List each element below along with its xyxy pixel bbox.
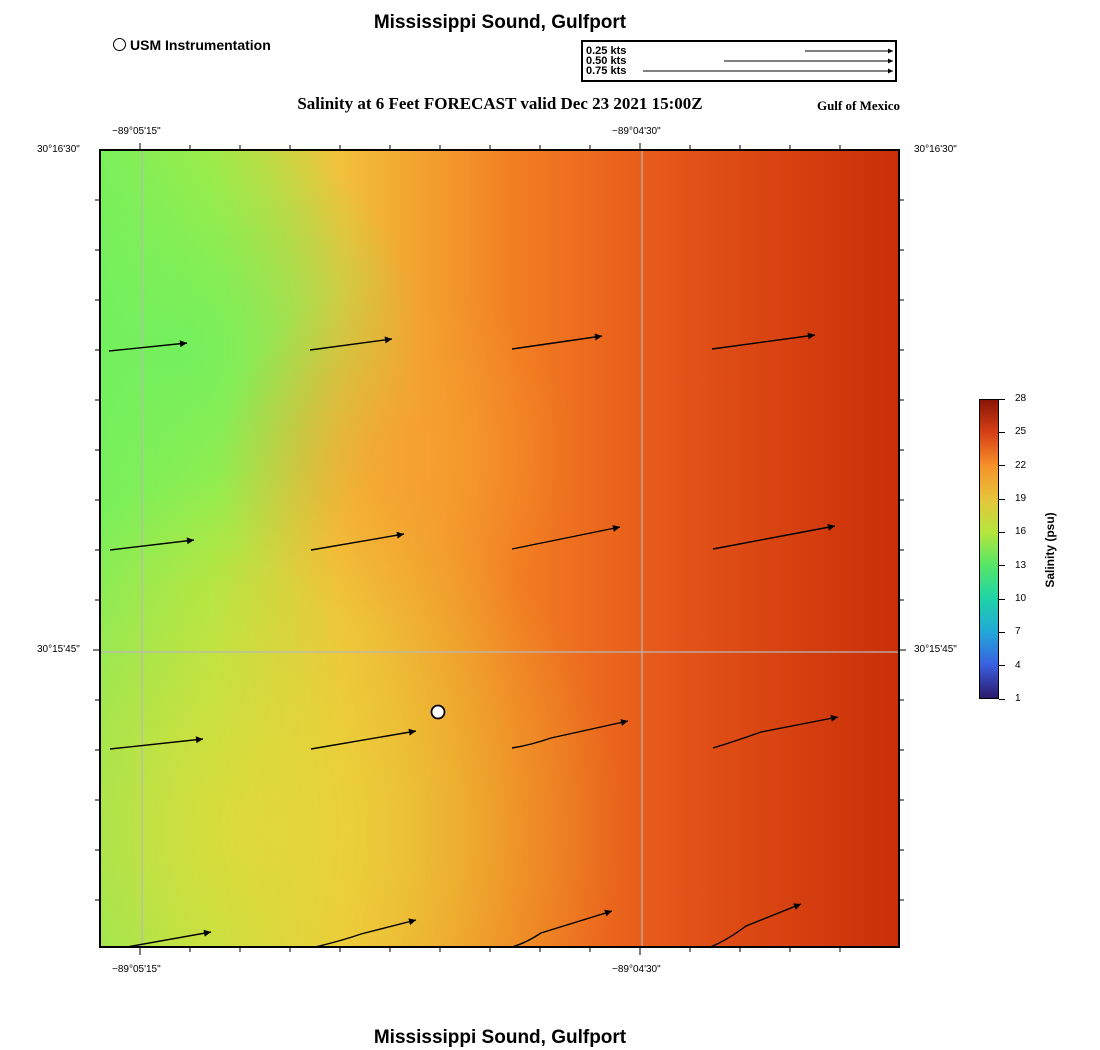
colorbar-tick-mark	[999, 398, 1005, 400]
lon-label-top-1: −89°05'15"	[112, 126, 161, 137]
colorbar-tick-label: 13	[1015, 559, 1027, 571]
colorbar-tick-label: 25	[1015, 426, 1027, 438]
colorbar-tick-mark	[999, 431, 1005, 433]
colorbar-title: Salinity (psu)	[1043, 512, 1057, 588]
colorbar-tick-mark	[999, 631, 1005, 633]
colorbar-tick-label: 10	[1015, 593, 1027, 604]
colorbar-tick-mark	[999, 665, 1005, 667]
colorbar-tick-label: 4	[1015, 659, 1021, 671]
current-vector	[316, 918, 417, 946]
current-vector	[512, 909, 613, 946]
colorbar-tick-label: 19	[1015, 493, 1027, 504]
current-vectors	[108, 332, 839, 946]
footer-title: Mississippi Sound, Gulfport	[373, 1027, 627, 1048]
lat-label-right-1: 30°16'30"	[914, 144, 957, 155]
current-vector	[310, 531, 405, 551]
colorbar-tick-mark	[999, 531, 1005, 533]
lon-label-bottom-1: −89°05'15"	[112, 964, 161, 975]
region-label: Gulf of Mexico	[816, 98, 900, 113]
colorbar-tick-label: 16	[1015, 526, 1027, 538]
station-legend-label: USM Instrumentation	[130, 37, 271, 53]
colorbar-tick-label: 22	[1015, 459, 1027, 471]
map-title: Mississippi Sound, Gulfport	[373, 12, 627, 33]
lon-label-top-2: −89°04'30"	[612, 126, 661, 137]
current-vector	[712, 523, 836, 550]
usm-station-marker	[430, 704, 446, 720]
lat-label-right-2: 30°15'45"	[914, 644, 957, 655]
current-vector	[109, 537, 195, 551]
lat-label-left-2: 30°15'45"	[37, 644, 80, 655]
colorbar-tick-mark	[999, 698, 1005, 700]
lat-label-left-1: 30°16'30"	[37, 144, 80, 155]
colorbar-tick-label: 7	[1015, 626, 1021, 638]
current-vector	[309, 336, 393, 351]
current-vector	[511, 333, 603, 350]
current-vector	[128, 929, 212, 946]
scale-label-025: 0.25 kts	[586, 45, 627, 57]
current-vector	[109, 736, 204, 750]
scale-label-050: 0.50 kts	[586, 55, 627, 67]
colorbar-tick-label: 1	[1015, 693, 1021, 704]
colorbar-tick-mark	[999, 465, 1005, 467]
map-subtitle: Salinity at 6 Feet FORECAST valid Dec 23…	[297, 94, 703, 113]
current-vector	[712, 714, 839, 749]
colorbar-tick-mark	[999, 498, 1005, 500]
graticule	[101, 151, 898, 946]
lon-label-bottom-2: −89°04'30"	[612, 964, 661, 975]
current-speed-scale: 0.25 kts 0.50 kts 0.75 kts	[581, 40, 897, 82]
station-legend-icon	[113, 38, 126, 51]
salinity-map	[99, 149, 900, 948]
current-vector	[511, 524, 621, 550]
colorbar-tick-mark	[999, 598, 1005, 600]
salinity-colorbar	[979, 399, 999, 699]
current-vector	[108, 340, 188, 352]
current-vector	[710, 903, 802, 946]
current-vector	[511, 719, 629, 749]
colorbar-tick-label: 28	[1015, 393, 1027, 404]
scale-label-075: 0.75 kts	[586, 65, 627, 77]
colorbar-tick-mark	[999, 565, 1005, 567]
current-vector	[711, 332, 816, 350]
current-vector	[310, 728, 417, 750]
